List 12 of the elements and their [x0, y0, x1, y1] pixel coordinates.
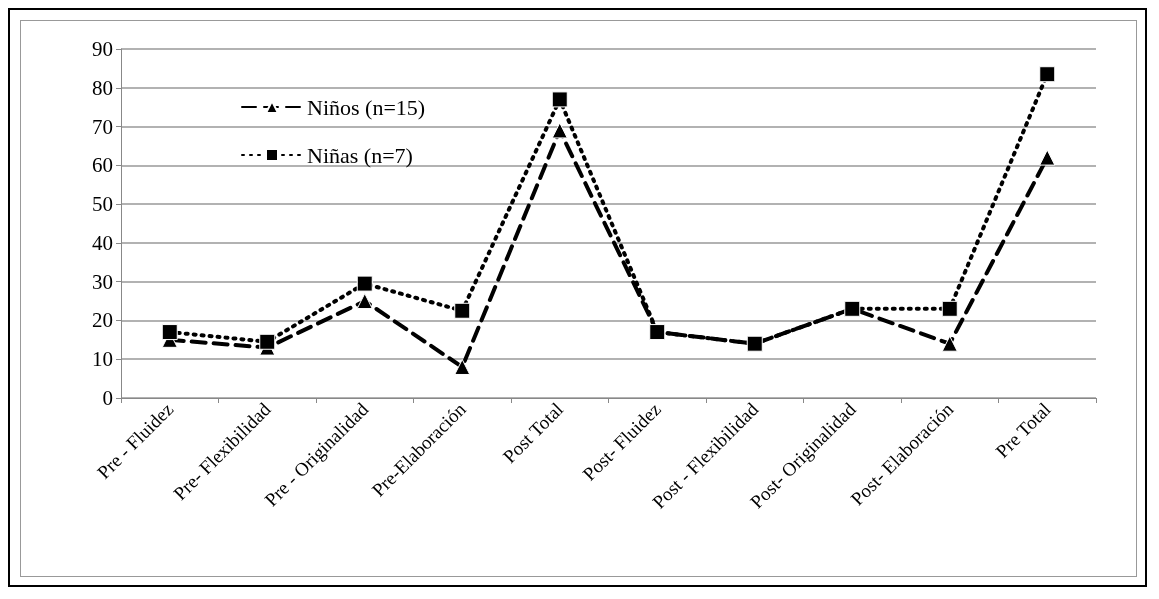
y-tick-label: 40: [92, 230, 113, 255]
legend-label: Niños (n=15): [307, 94, 426, 120]
y-tick-label: 50: [92, 192, 113, 217]
y-tick-label: 90: [92, 37, 113, 61]
y-tick-label: 0: [102, 386, 113, 410]
y-tick-label: 10: [92, 347, 113, 372]
y-tick-label: 30: [92, 269, 113, 294]
y-tick-label: 20: [92, 308, 113, 333]
y-tick-label: 80: [92, 75, 113, 100]
y-tick-label: 70: [92, 114, 113, 139]
y-tick-label: 60: [92, 153, 113, 178]
legend-label: Niñas (n=7): [307, 142, 413, 168]
